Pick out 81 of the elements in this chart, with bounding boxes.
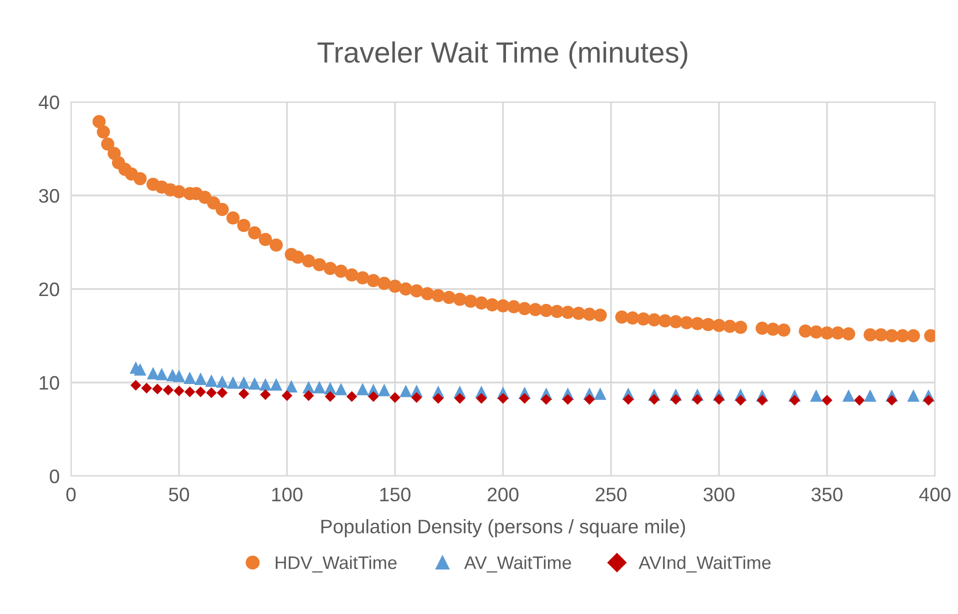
point [356, 382, 369, 396]
point [226, 376, 240, 389]
point [195, 386, 206, 398]
legend-label: HDV_WaitTime [276, 556, 397, 573]
y-tick-label: 40 [38, 95, 60, 110]
point [259, 378, 272, 391]
x-tick-label: 350 [812, 488, 842, 502]
point [141, 382, 152, 394]
point [260, 389, 271, 400]
point [854, 394, 865, 406]
point [248, 377, 261, 390]
point [756, 394, 768, 406]
point [156, 368, 168, 380]
point [238, 376, 250, 389]
point [923, 394, 934, 406]
legend-label: AV_WaitTime [464, 556, 572, 573]
x-tick-label: 300 [704, 488, 734, 502]
point [162, 384, 174, 396]
point [886, 394, 898, 406]
point [454, 393, 466, 404]
point [152, 384, 163, 394]
x-tick-label: 400 [919, 488, 950, 502]
point [184, 372, 196, 384]
point [285, 380, 298, 392]
point [216, 387, 228, 398]
point [174, 386, 184, 396]
y-tick-label: 0 [50, 469, 60, 484]
point [476, 393, 487, 404]
x-tick-label: 150 [380, 488, 410, 502]
point [822, 394, 832, 406]
point [907, 389, 920, 402]
point [216, 375, 228, 388]
point [324, 391, 336, 402]
x-tick-label: 100 [272, 488, 302, 502]
point [810, 389, 822, 402]
point [411, 392, 422, 403]
point [714, 394, 724, 405]
chart-title: Traveler Wait Time (minutes) [318, 41, 688, 69]
point [184, 386, 196, 398]
point [378, 384, 390, 396]
point [498, 393, 508, 404]
point [206, 387, 217, 398]
y-tick-label: 30 [39, 188, 60, 203]
point [432, 393, 444, 404]
legend-label: AVInd_WaitTime [638, 556, 771, 573]
point [622, 394, 634, 405]
point [130, 380, 142, 391]
point [146, 366, 160, 380]
point [334, 382, 348, 396]
point [282, 390, 292, 401]
point [194, 372, 207, 385]
x-axis-title: Population Density (persons / square mile) [321, 519, 685, 538]
x-tick-label: 250 [596, 488, 626, 502]
point [594, 388, 606, 400]
point [172, 370, 186, 382]
point [346, 391, 358, 402]
point [562, 394, 574, 405]
x-tick-label: 200 [488, 488, 518, 502]
x-tick-label: 50 [168, 488, 190, 502]
point [205, 374, 218, 387]
point [238, 388, 250, 400]
point [134, 363, 146, 376]
point [584, 394, 595, 405]
point [842, 389, 855, 402]
point [789, 394, 800, 406]
y-tick-label: 20 [39, 282, 60, 296]
point [303, 390, 314, 401]
point [270, 378, 282, 391]
point [648, 394, 660, 405]
point [864, 389, 876, 402]
point [390, 392, 400, 403]
point [400, 384, 412, 398]
y-tick-label: 10 [40, 376, 60, 390]
point [313, 380, 326, 394]
point [368, 391, 379, 402]
point [519, 393, 530, 404]
point [692, 394, 703, 405]
point [540, 394, 552, 405]
point [670, 394, 682, 405]
x-tick-label: 0 [66, 488, 76, 502]
point [735, 394, 746, 406]
